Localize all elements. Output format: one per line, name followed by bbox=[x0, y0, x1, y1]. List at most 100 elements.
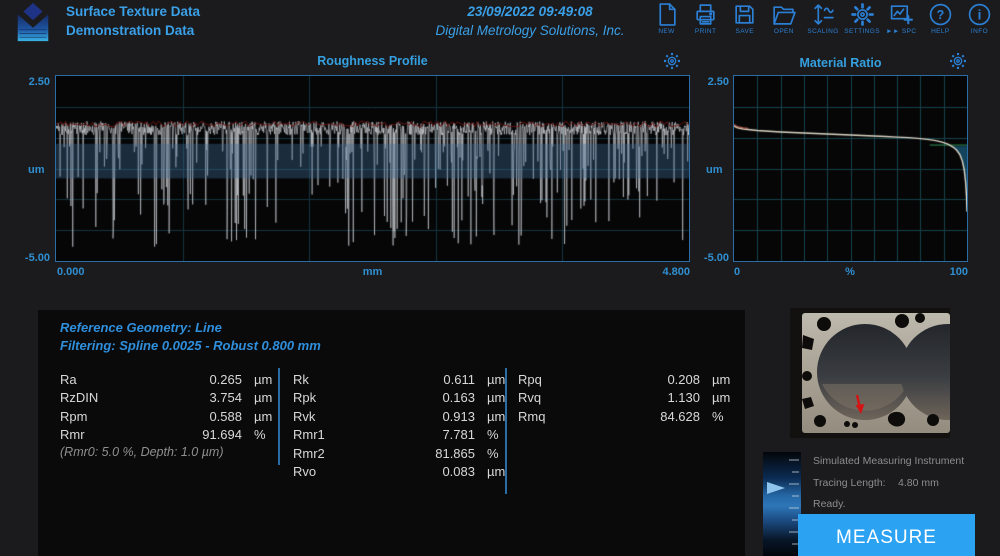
datetime-label: 23/09/2022 09:49:08 bbox=[380, 2, 680, 21]
rp-x-unit-label: mm bbox=[340, 266, 405, 278]
param-name: Rpm bbox=[60, 409, 148, 424]
rp-y-min-label: -5.00 bbox=[8, 252, 50, 264]
param-unit: µm bbox=[475, 464, 505, 479]
toolbar-button-open[interactable]: OPEN bbox=[765, 2, 802, 35]
param-value: 0.913 bbox=[381, 409, 475, 424]
param-name: Ra bbox=[60, 372, 148, 387]
new-icon bbox=[654, 2, 679, 27]
param-value: 1.130 bbox=[606, 390, 700, 405]
tracing-length-label: Tracing Length: bbox=[813, 477, 886, 489]
instrument-name-label: Simulated Measuring Instrument bbox=[813, 455, 964, 467]
param-row-rvo: Rvo0.083µm bbox=[293, 463, 505, 482]
param-value: 81.865 bbox=[381, 446, 475, 461]
toolbar-button-settings[interactable]: SETTINGS bbox=[844, 2, 881, 35]
toolbar-button-help[interactable]: ? HELP bbox=[922, 2, 959, 35]
param-name: Rvk bbox=[293, 409, 381, 424]
title-line-2: Demonstration Data bbox=[66, 21, 200, 40]
param-unit: µm bbox=[242, 390, 272, 405]
param-row-ra: Ra0.265µm bbox=[60, 370, 272, 389]
material-ratio-title: Material Ratio bbox=[733, 56, 948, 70]
digital-metrology-logo-icon bbox=[10, 2, 56, 44]
toolbar-button-label: ►► SPC bbox=[886, 28, 916, 35]
toolbar-button-label: SAVE bbox=[736, 28, 754, 35]
mr-x-unit-label: % bbox=[830, 266, 870, 278]
param-unit: µm bbox=[475, 409, 505, 424]
param-unit: µm bbox=[242, 409, 272, 424]
toolbar-button-info[interactable]: i INFO bbox=[961, 2, 998, 35]
company-label: Digital Metrology Solutions, Inc. bbox=[380, 21, 680, 40]
param-value: 0.163 bbox=[381, 390, 475, 405]
param-unit: % bbox=[242, 427, 272, 442]
param-row-rmq: Rmq84.628% bbox=[518, 407, 730, 426]
param-value: 3.754 bbox=[148, 390, 242, 405]
param-row-rpk: Rpk0.163µm bbox=[293, 389, 505, 408]
svg-text:i: i bbox=[978, 8, 982, 23]
status-ready-label: Ready. bbox=[813, 498, 846, 510]
param-row-rmr: Rmr91.694% bbox=[60, 426, 272, 445]
param-row-rvk: Rvk0.913µm bbox=[293, 407, 505, 426]
filtering-label: Filtering: Spline 0.0025 - Robust 0.800 … bbox=[60, 338, 321, 353]
mr-y-min-label: -5.00 bbox=[689, 252, 729, 264]
column-divider-2 bbox=[505, 368, 507, 494]
toolbar-button-spc[interactable]: ►► SPC bbox=[883, 2, 920, 35]
param-value: 0.588 bbox=[148, 409, 242, 424]
toolbar-button-label: PRINT bbox=[695, 28, 717, 35]
spc-icon bbox=[889, 2, 914, 27]
param-unit: µm bbox=[242, 372, 272, 387]
svg-text:?: ? bbox=[937, 8, 945, 22]
rp-x-max-label: 4.800 bbox=[640, 266, 690, 278]
param-value: 7.781 bbox=[381, 427, 475, 442]
toolbar-button-scaling[interactable]: SCALING bbox=[805, 2, 842, 35]
roughness-profile-title: Roughness Profile bbox=[55, 54, 690, 68]
param-row-rk: Rk0.611µm bbox=[293, 370, 505, 389]
document-title: Surface Texture Data Demonstration Data bbox=[66, 2, 200, 40]
toolbar-button-label: SETTINGS bbox=[844, 28, 880, 35]
toolbar-button-label: HELP bbox=[931, 28, 950, 35]
roughness-settings-gear-icon[interactable] bbox=[662, 51, 682, 71]
param-column-2: Rk0.611µmRpk0.163µmRvk0.913µmRmr17.781%R… bbox=[293, 370, 505, 481]
results-panel: Reference Geometry: Line Filtering: Spli… bbox=[38, 310, 745, 556]
param-name: Rvq bbox=[518, 390, 606, 405]
toolbar-button-label: OPEN bbox=[774, 28, 794, 35]
toolbar-button-save[interactable]: SAVE bbox=[726, 2, 763, 35]
reference-geometry-label: Reference Geometry: Line bbox=[60, 320, 222, 335]
tracing-length-value: 4.80 mm bbox=[898, 477, 939, 489]
param-row-rmr1: Rmr17.781% bbox=[293, 426, 505, 445]
toolbar-button-new[interactable]: NEW bbox=[648, 2, 685, 35]
param-name: Rk bbox=[293, 372, 381, 387]
roughness-profile-plot bbox=[55, 75, 690, 262]
param-note: (Rmr0: 5.0 %, Depth: 1.0 µm) bbox=[60, 445, 272, 459]
toolbar-button-print[interactable]: PRINT bbox=[687, 2, 724, 35]
save-icon bbox=[732, 2, 757, 27]
param-unit: µm bbox=[475, 390, 505, 405]
measure-button[interactable]: MEASURE bbox=[798, 514, 975, 556]
param-row-rvq: Rvq1.130µm bbox=[518, 389, 730, 408]
param-name: Rpk bbox=[293, 390, 381, 405]
material-ratio-settings-gear-icon[interactable] bbox=[948, 51, 968, 71]
param-unit: µm bbox=[475, 372, 505, 387]
param-row-rpq: Rpq0.208µm bbox=[518, 370, 730, 389]
param-name: Rmr bbox=[60, 427, 148, 442]
mr-x-max-label: 100 bbox=[930, 266, 968, 278]
info-icon: i bbox=[967, 2, 992, 27]
toolbar-button-label: NEW bbox=[658, 28, 674, 35]
param-value: 0.265 bbox=[148, 372, 242, 387]
toolbar: NEW PRINT SAVE OPEN SCALINGSETTINGS ►► SPC? HE… bbox=[648, 2, 998, 35]
param-value: 0.083 bbox=[381, 464, 475, 479]
param-value: 84.628 bbox=[606, 409, 700, 424]
param-name: Rmq bbox=[518, 409, 606, 424]
material-ratio-plot bbox=[733, 75, 968, 262]
param-column-1: Ra0.265µmRzDIN3.754µmRpm0.588µmRmr91.694… bbox=[60, 370, 272, 459]
material-ratio-canvas bbox=[734, 76, 967, 261]
mr-x-min-label: 0 bbox=[734, 266, 740, 278]
toolbar-button-label: INFO bbox=[971, 28, 988, 35]
roughness-canvas bbox=[56, 76, 689, 261]
param-unit: µm bbox=[700, 390, 730, 405]
param-row-rpm: Rpm0.588µm bbox=[60, 407, 272, 426]
instrument-gauge-image bbox=[763, 452, 801, 556]
help-icon: ? bbox=[928, 2, 953, 27]
header-center: 23/09/2022 09:49:08 Digital Metrology So… bbox=[380, 2, 680, 40]
param-name: Rvo bbox=[293, 464, 381, 479]
engine-block-sample-photo bbox=[790, 308, 950, 438]
rp-y-max-label: 2.50 bbox=[8, 76, 50, 88]
